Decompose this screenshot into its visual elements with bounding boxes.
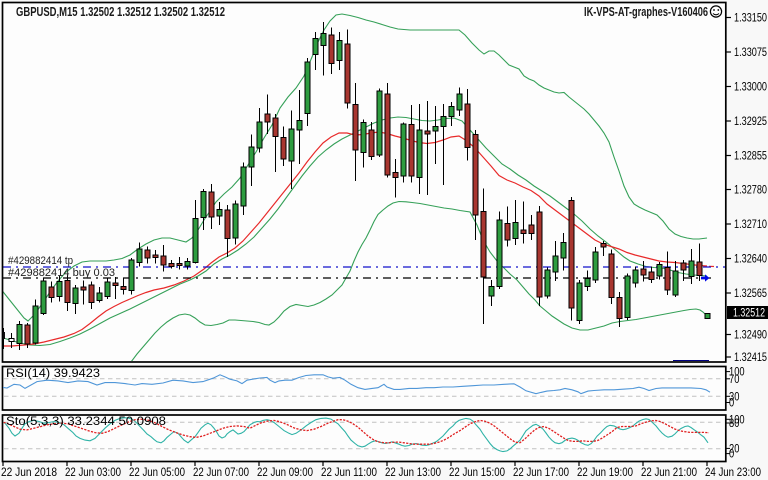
svg-text:#429882414 tp: #429882414 tp: [8, 255, 73, 267]
svg-text:1.32925: 1.32925: [734, 116, 767, 128]
svg-text:22 Jun 2018: 22 Jun 2018: [1, 467, 57, 479]
svg-text:70: 70: [729, 374, 739, 386]
svg-text:24 Jun 23:00: 24 Jun 23:00: [705, 467, 761, 479]
svg-text:22 Jun 05:00: 22 Jun 05:00: [129, 467, 185, 479]
svg-text:1.32780: 1.32780: [734, 185, 767, 197]
svg-text:100: 100: [729, 414, 745, 426]
svg-text:0: 0: [729, 398, 734, 410]
svg-text:Sto(5,3,3) 33.2344 50.0908: Sto(5,3,3) 33.2344 50.0908: [6, 416, 166, 428]
svg-text:1.32415: 1.32415: [734, 352, 767, 364]
svg-text:22 Jun 21:00: 22 Jun 21:00: [641, 467, 697, 479]
svg-text:22 Jun 07:00: 22 Jun 07:00: [193, 467, 249, 479]
svg-text:1.33150: 1.33150: [734, 13, 767, 25]
svg-text:1.32710: 1.32710: [734, 219, 767, 231]
svg-text:1.32855: 1.32855: [734, 151, 767, 163]
svg-text:100: 100: [729, 367, 745, 379]
svg-text:22 Jun 09:00: 22 Jun 09:00: [257, 467, 313, 479]
svg-text:1.32565: 1.32565: [734, 288, 767, 300]
svg-text:20: 20: [729, 443, 739, 455]
svg-text:1.33000: 1.33000: [734, 82, 767, 94]
svg-text:0: 0: [729, 449, 734, 461]
svg-text:22 Jun 03:00: 22 Jun 03:00: [65, 467, 121, 479]
svg-text:#429882414 buy 0.03: #429882414 buy 0.03: [8, 267, 115, 279]
svg-text:IK-VPS-AT-graphes-V160406: IK-VPS-AT-graphes-V160406: [584, 5, 708, 19]
svg-text:80: 80: [729, 418, 739, 430]
svg-text:1.32490: 1.32490: [734, 330, 767, 342]
svg-text:22 Jun 17:00: 22 Jun 17:00: [513, 467, 569, 479]
svg-text:1.32512: 1.32512: [733, 308, 765, 320]
svg-text:22 Jun 15:00: 22 Jun 15:00: [449, 467, 505, 479]
svg-text:30: 30: [729, 391, 739, 403]
svg-text:22 Jun 13:00: 22 Jun 13:00: [385, 467, 441, 479]
svg-text:1.33075: 1.33075: [734, 47, 767, 59]
svg-text:22 Jun 11:00: 22 Jun 11:00: [321, 467, 377, 479]
svg-text:RSI(14) 39.9423: RSI(14) 39.9423: [6, 368, 100, 380]
svg-text:GBPUSD,M15 1.32502 1.32512 1.: GBPUSD,M15 1.32502 1.32512 1.32502 1.325…: [16, 5, 225, 19]
svg-text:1.32640: 1.32640: [734, 254, 767, 266]
svg-text:22 Jun 19:00: 22 Jun 19:00: [577, 467, 633, 479]
